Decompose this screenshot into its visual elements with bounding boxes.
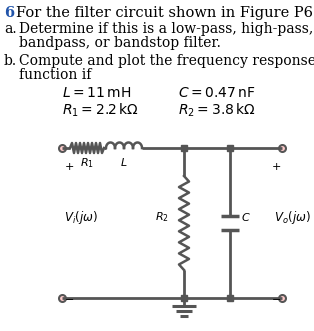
Text: −: − [272, 295, 281, 305]
Text: −: − [65, 295, 74, 305]
Text: function if: function if [19, 68, 91, 82]
Text: $C = 0.47\,\mathrm{nF}$: $C = 0.47\,\mathrm{nF}$ [178, 86, 256, 100]
Text: For the filter circuit shown in Figure P6.26:: For the filter circuit shown in Figure P… [16, 6, 314, 20]
Text: $R_2 = 3.8\,\mathrm{k\Omega}$: $R_2 = 3.8\,\mathrm{k\Omega}$ [178, 102, 255, 119]
Text: bandpass, or bandstop filter.: bandpass, or bandstop filter. [19, 36, 221, 50]
Text: b.: b. [4, 54, 17, 68]
Text: $L = 11\,\mathrm{mH}$: $L = 11\,\mathrm{mH}$ [62, 86, 131, 100]
Text: Compute and plot the frequency response: Compute and plot the frequency response [19, 54, 314, 68]
Text: $R_2$: $R_2$ [155, 210, 169, 224]
Text: $V_o(j\omega)$: $V_o(j\omega)$ [274, 209, 311, 225]
Text: +: + [272, 162, 281, 172]
Text: $V_i(j\omega)$: $V_i(j\omega)$ [64, 209, 98, 225]
Text: $R_1 = 2.2\,\mathrm{k\Omega}$: $R_1 = 2.2\,\mathrm{k\Omega}$ [62, 102, 139, 119]
Text: a.: a. [4, 22, 17, 36]
Text: $C$: $C$ [241, 211, 251, 223]
Text: Determine if this is a low-pass, high-pass,: Determine if this is a low-pass, high-pa… [19, 22, 313, 36]
Text: $L$: $L$ [120, 156, 128, 168]
Text: +: + [65, 162, 74, 172]
Text: $R_1$: $R_1$ [80, 156, 94, 170]
Text: 6: 6 [4, 6, 14, 20]
